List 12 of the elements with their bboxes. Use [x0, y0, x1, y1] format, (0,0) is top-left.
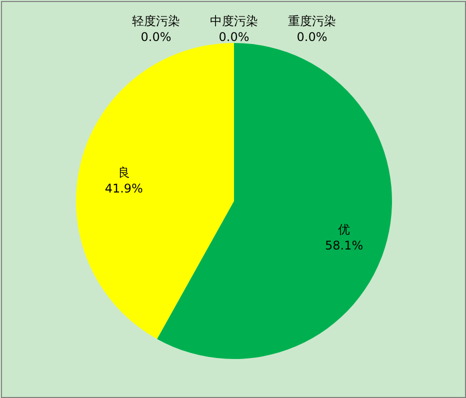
- category-label: 中度污染: [210, 14, 258, 28]
- pie-slice: [157, 43, 392, 359]
- text: 0.0%: [218, 30, 250, 44]
- slice-label: 良: [118, 165, 130, 180]
- category-label: 轻度污染: [132, 14, 180, 28]
- category-label: 重度污染: [288, 14, 336, 28]
- slice-label: 优: [338, 222, 350, 237]
- pie-slice: [76, 43, 234, 339]
- text: 0.0%: [296, 30, 328, 44]
- data-label: 58.1%: [325, 238, 364, 253]
- data-label: 41.9%: [104, 181, 143, 196]
- text: 0.0%: [140, 30, 172, 44]
